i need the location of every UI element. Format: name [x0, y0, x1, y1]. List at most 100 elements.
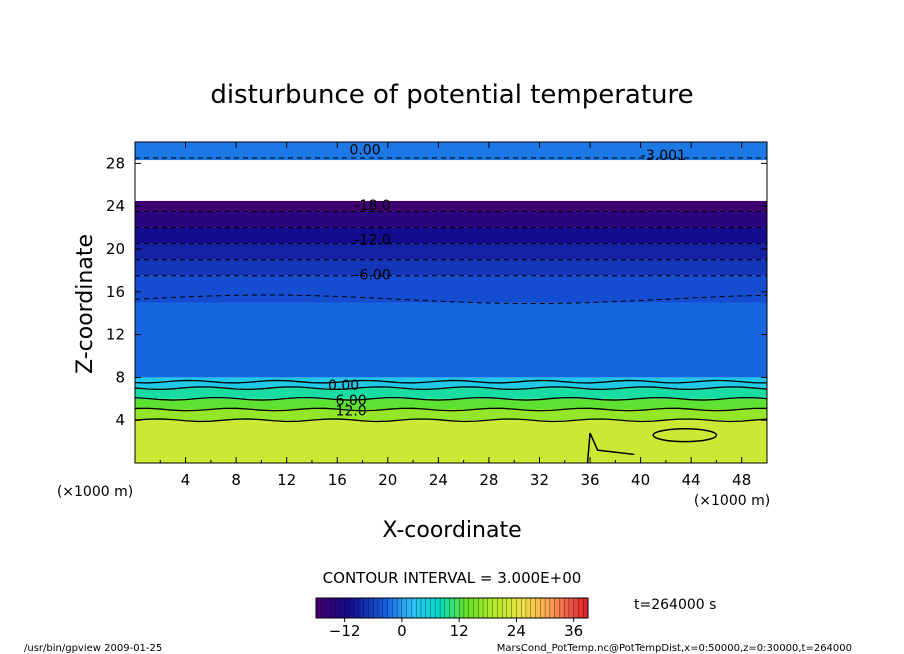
heatmap-layer-4 [135, 377, 767, 389]
x-tick-label: 20 [378, 471, 397, 489]
colorbar-segment [497, 597, 503, 619]
heatmap-layers [135, 142, 767, 463]
y-tick-label: 16 [106, 283, 125, 301]
contour-label-5: 0.00 [328, 378, 359, 394]
colorbar-segment [358, 597, 365, 619]
colorbar-segment [468, 597, 474, 619]
contour-solid-0 [135, 418, 767, 423]
colorbar-segment [554, 597, 560, 619]
colorbar-segment [501, 597, 508, 619]
x-tick-label: 8 [231, 471, 241, 489]
y-tick-label: 24 [106, 197, 125, 215]
colorbar-segment [420, 597, 427, 619]
x-tick-label: 16 [328, 471, 347, 489]
colorbar-segment [540, 597, 546, 619]
colorbar-segment [549, 597, 556, 619]
contour-label-4: -3.001 [641, 148, 686, 164]
colorbar-segment [492, 597, 498, 619]
colorbar-segment [454, 597, 460, 619]
heatmap-layer-6 [135, 275, 767, 303]
colorbar-tick-label: 36 [564, 622, 583, 640]
x-axis-ticks: 4 8 12 16 20 24 28 32 36 40 44 48 [159, 142, 751, 489]
colorbar-segment [511, 597, 517, 619]
chart-title: disturbunce of potential temperature [210, 80, 693, 110]
colorbar-segment [544, 597, 551, 619]
heatmap-layer-8 [135, 243, 767, 260]
colorbar-tick-label: 0 [397, 622, 407, 640]
y-tick-label: 28 [106, 154, 125, 172]
colorbar-tick-labels: −12 0 12 24 36 [329, 618, 583, 640]
footer-left: /usr/bin/gpview 2009-01-25 [24, 643, 162, 654]
x-tick-label: 44 [682, 471, 701, 489]
y-tick-label: 12 [106, 326, 125, 344]
colorbar-segment [563, 597, 570, 619]
contour-solid-3 [135, 386, 767, 391]
colorbar-segment [382, 597, 389, 619]
colorbar-segment [525, 597, 532, 619]
x-tick-label: 28 [479, 471, 498, 489]
x-tick-label: 36 [580, 471, 599, 489]
contour-solid-4 [135, 379, 767, 384]
colorbar-segment [387, 597, 393, 619]
colorbar-segment [506, 597, 513, 619]
contour-solid-2 [135, 396, 767, 401]
colorbar-segment [444, 597, 451, 619]
colorbar-segment [392, 597, 398, 619]
contour-label-6: 6.00 [336, 393, 367, 409]
colorbar-segment [349, 597, 355, 619]
y-tick-label: 8 [115, 368, 125, 386]
x-tick-label: 32 [530, 471, 549, 489]
heatmap-layer-10 [135, 211, 767, 228]
contour-dashed-0 [135, 294, 767, 305]
colorbar-segment [315, 597, 322, 619]
colorbar-segment [411, 597, 417, 619]
colorbar-segment [368, 597, 374, 619]
colorbar-tick-label: 24 [507, 622, 526, 640]
y-tick-label: 20 [106, 240, 125, 258]
contour-label-7: 12.0 [336, 404, 367, 420]
colorbar-segment [516, 597, 522, 619]
x-tick-label: 48 [732, 471, 751, 489]
heatmap-layer-1 [135, 409, 767, 421]
colorbar-segment [573, 597, 579, 619]
colorbar-tick-label: 12 [450, 622, 469, 640]
x-tick-label: 40 [631, 471, 650, 489]
heatmap-layer-3 [135, 388, 767, 399]
colorbar-segment [344, 597, 350, 619]
x-axis-unit-left: (×1000 m) [57, 484, 133, 500]
heatmap-layer-12 [135, 142, 767, 161]
missing-data-region [135, 160, 767, 201]
colorbar-segment [396, 597, 403, 619]
contour-solid-1 [135, 407, 767, 412]
colorbar-segment [578, 597, 584, 619]
contour-label-2: -12.0 [355, 232, 391, 248]
colorbar-segment [377, 597, 384, 619]
colorbar-segment [521, 597, 527, 619]
colorbar-segment [401, 597, 408, 619]
colorbar-segment [449, 597, 455, 619]
colorbar-segment [439, 597, 446, 619]
colorbar-segment [482, 597, 489, 619]
x-tick-label: 12 [277, 471, 296, 489]
contour-interval-text: CONTOUR INTERVAL = 3.000E+00 [323, 569, 582, 587]
x-axis-label: X-coordinate [382, 518, 521, 543]
heatmap-layer-11 [135, 200, 767, 212]
colorbar-segment [330, 597, 336, 619]
contour-label-3: -6.00 [355, 268, 391, 284]
contour-closed [652, 428, 718, 443]
plot-frame [134, 141, 768, 464]
colorbar-segment [320, 597, 326, 619]
colorbar-segment [363, 597, 369, 619]
colorbar-segment [535, 597, 541, 619]
colorbar-frame [315, 597, 589, 619]
y-axis-label: Z-coordinate [73, 234, 98, 374]
x-tick-label: 4 [181, 471, 191, 489]
colorbar [315, 597, 589, 619]
colorbar-segment [373, 597, 379, 619]
contour-lines [135, 157, 767, 463]
y-axis-ticks: 4 8 12 16 20 24 28 [106, 154, 767, 429]
colorbar-segment [463, 597, 470, 619]
